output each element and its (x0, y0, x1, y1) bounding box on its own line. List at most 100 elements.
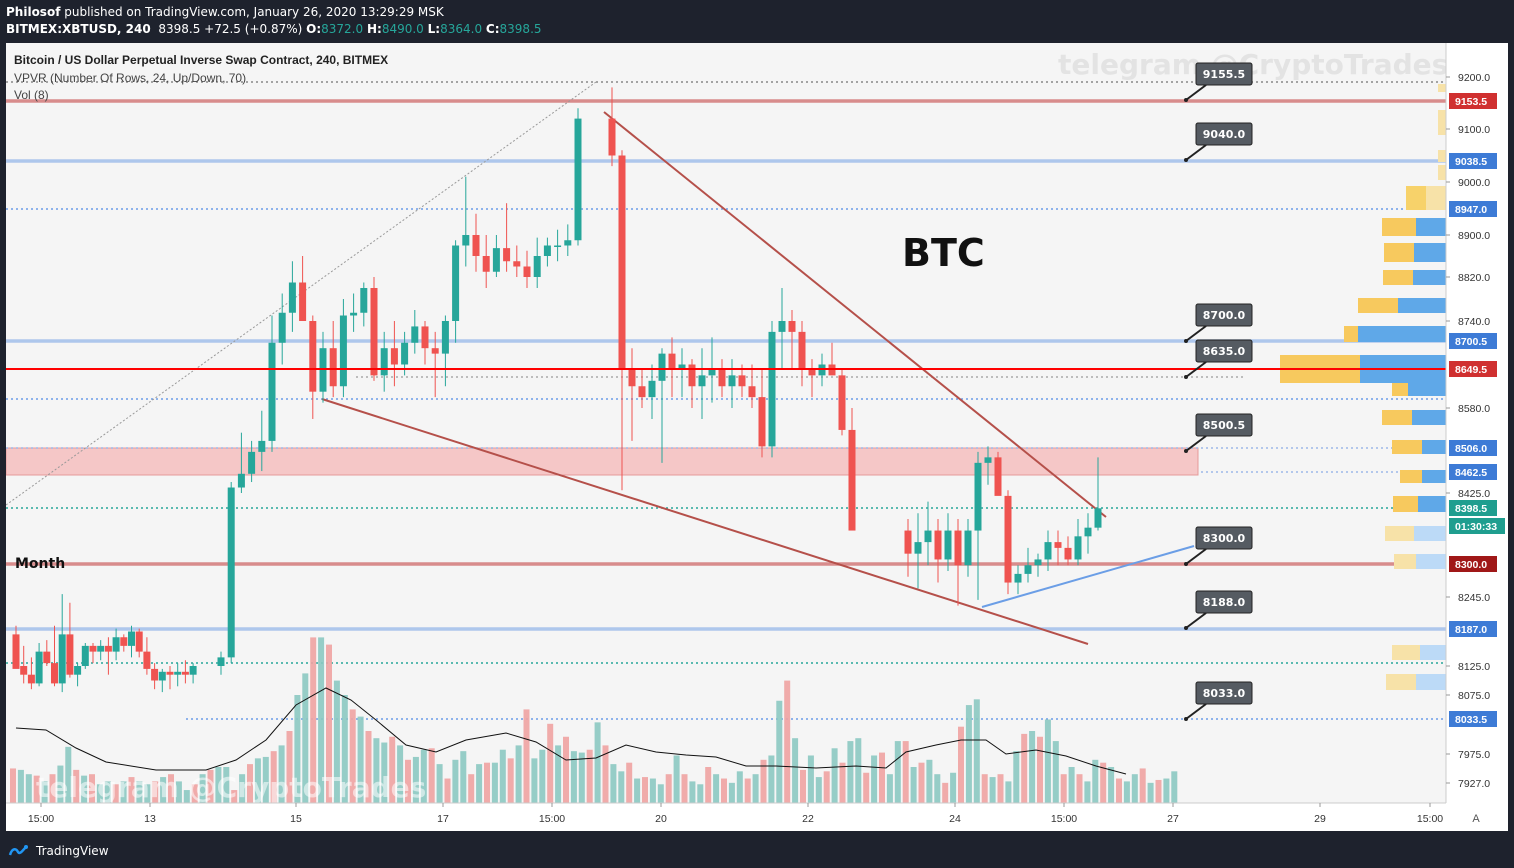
candle-body (237, 473, 245, 488)
candle-body (778, 321, 786, 332)
candle-body (268, 342, 276, 441)
candle-body (848, 429, 856, 531)
profile-bar-thin (1438, 110, 1446, 120)
volume-bar (389, 736, 396, 803)
price-badge-label: 9038.5 (1455, 156, 1487, 168)
volume-bar (310, 637, 317, 803)
footer-brand[interactable]: TradingView (36, 844, 109, 858)
volume-bar (918, 762, 925, 803)
author-name[interactable]: Philosof (6, 5, 61, 19)
callout-box (1195, 62, 1253, 86)
volume-bar (886, 774, 893, 803)
price-tick-label: 9100.0 (1458, 124, 1490, 136)
price-badge (1449, 201, 1497, 217)
callout-label: 9155.5 (1203, 68, 1245, 81)
price-tick-label: 8900.0 (1458, 230, 1490, 242)
close-value: 8398.5 (499, 22, 542, 36)
volume-bar (1084, 781, 1091, 803)
volume-bar (1163, 778, 1170, 803)
time-tick-label: 15:00 (1051, 813, 1077, 825)
volume-bar (942, 782, 949, 803)
price-badge (1449, 518, 1505, 534)
callout-box (1195, 303, 1253, 327)
candle-body (688, 364, 696, 387)
volume-bar (1037, 736, 1043, 803)
callout-box (1195, 526, 1253, 550)
volume-bar (768, 755, 775, 803)
volume-bar (326, 644, 332, 803)
candle-body (421, 326, 429, 349)
candle-body (431, 348, 439, 354)
volume-bar (89, 774, 95, 803)
profile-bar-yellow (1406, 186, 1426, 210)
candle-body (158, 671, 166, 681)
volume-bar (120, 781, 127, 803)
volume-bar (247, 764, 253, 803)
volume-bar (705, 767, 712, 803)
volume-bar (302, 673, 309, 803)
volume-bar (673, 755, 680, 803)
candle-body (974, 462, 982, 531)
callout-label: 8635.0 (1203, 345, 1246, 358)
volume-bar (681, 774, 688, 803)
tradingview-logo-icon[interactable] (8, 844, 30, 858)
callout-pointer (1185, 612, 1207, 629)
candle-body (329, 348, 337, 387)
volume-bar (373, 738, 380, 803)
volume-bar (815, 777, 822, 803)
candle-body (462, 235, 470, 246)
auto-scale-button[interactable]: A (1472, 813, 1480, 825)
published-info: published on TradingView.com, January 26… (60, 5, 444, 19)
candle-body (788, 321, 796, 332)
volume-bar (618, 771, 625, 803)
callout-pointer (1185, 144, 1207, 161)
callout-anchor (1184, 375, 1188, 379)
callout-anchor (1184, 717, 1188, 721)
last-price: 8398.5 (158, 22, 201, 36)
price-tick-label: 8075.0 (1458, 690, 1490, 702)
candle-body (914, 542, 922, 554)
profile-bar-yellow (1383, 270, 1413, 285)
price-tick-label: 8245.0 (1458, 592, 1490, 604)
candle-body (924, 530, 932, 543)
volume-bar (1029, 731, 1036, 803)
volume-bar (397, 745, 404, 803)
candle-body (390, 348, 398, 365)
volume-bar (175, 781, 182, 803)
candle-body (718, 369, 726, 387)
volume-bar (610, 764, 617, 803)
candle-body (758, 397, 766, 447)
candle-body (143, 651, 151, 669)
volume-bar (578, 752, 585, 803)
candle-body (994, 457, 1002, 496)
profile-bar-blue (1422, 440, 1446, 454)
callout-pointer (1185, 703, 1207, 720)
time-tick-label: 13 (144, 813, 156, 825)
price-tick-label: 8425.0 (1458, 488, 1490, 500)
candle-body (1094, 508, 1102, 528)
chart-panel[interactable]: telegram @CryptoTrades telegram @CryptoTr… (6, 43, 1508, 831)
candle-body (452, 245, 460, 321)
candle-body (638, 386, 646, 398)
volume-bar (958, 726, 964, 803)
volume-bar (965, 705, 972, 803)
volume-bar (1108, 767, 1115, 803)
candle-body (678, 364, 686, 370)
callout-anchor (1184, 158, 1188, 162)
symbol-label[interactable]: BITMEX:XBTUSD, 240 (6, 22, 151, 36)
time-tick-label: 15:00 (1417, 813, 1443, 825)
profile-bar-blue (1358, 326, 1446, 342)
price-badge-label: 8398.5 (1455, 503, 1487, 515)
candle-body (401, 342, 409, 365)
volume-bar (468, 774, 475, 803)
price-callout: 9155.5 (1184, 62, 1253, 102)
price-badge (1449, 500, 1497, 516)
callout-box (1195, 681, 1253, 705)
volume-bar (1131, 774, 1138, 803)
profile-bar-yellow (1382, 218, 1416, 236)
volume-bar (515, 745, 522, 803)
volume-bar (183, 790, 190, 803)
month-label: Month (15, 556, 65, 572)
volume-bar (570, 751, 577, 803)
price-chart[interactable]: telegram @CryptoTrades telegram @CryptoTr… (6, 43, 1508, 831)
